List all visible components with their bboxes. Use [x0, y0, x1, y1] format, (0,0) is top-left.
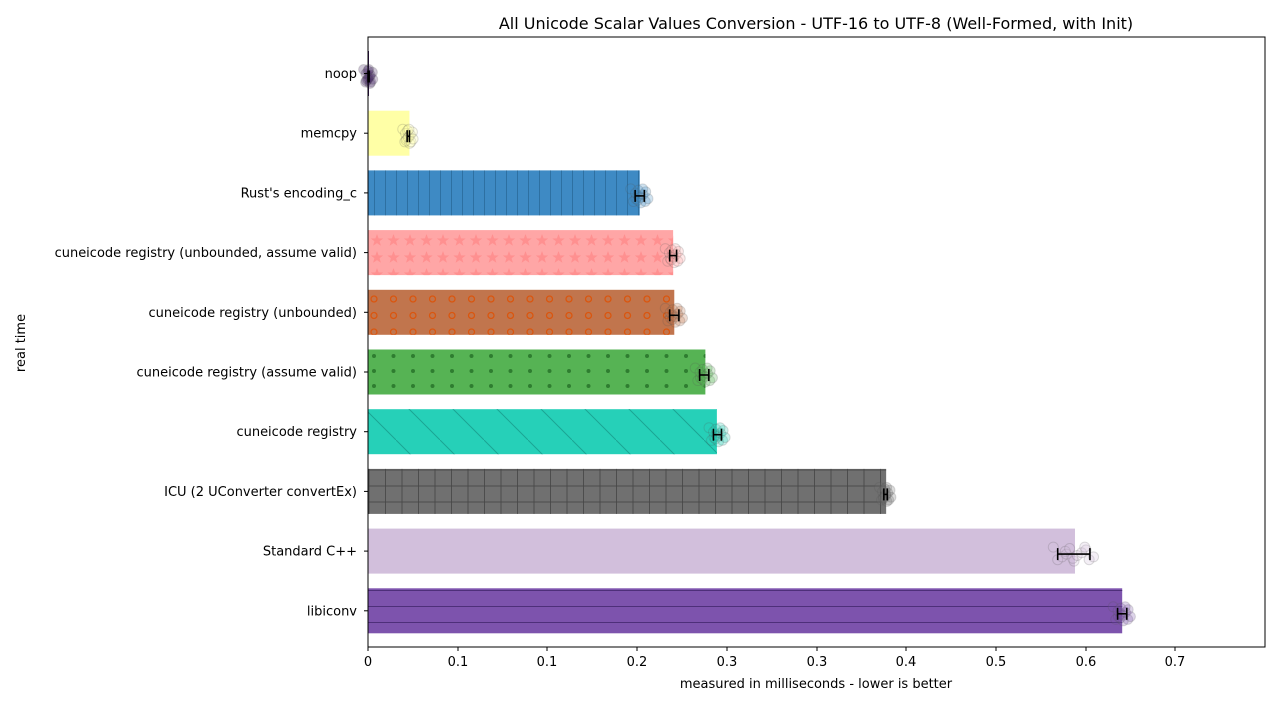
sample-point — [1122, 604, 1134, 616]
sample-point — [706, 372, 718, 384]
y-tick-label: libiconv — [307, 604, 357, 619]
x-tick-label: 0.1 — [537, 655, 558, 670]
sample-point — [672, 255, 684, 267]
sample-point — [659, 243, 671, 255]
sample-point — [704, 375, 716, 387]
y-tick-label: cuneicode registry — [236, 425, 357, 440]
y-axis-label: real time — [14, 314, 29, 372]
sample-point — [669, 243, 681, 255]
sample-point — [717, 425, 729, 436]
y-tick-label: cuneicode registry (unbounded, assume va… — [55, 246, 357, 261]
sample-point — [1068, 555, 1080, 567]
x-tick-label: 0.3 — [717, 655, 738, 670]
sample-point — [1080, 544, 1092, 556]
sample-point — [715, 427, 727, 439]
sample-point — [689, 362, 701, 374]
sample-point — [358, 64, 370, 75]
sample-point — [676, 312, 688, 324]
y-tick-label: Standard C++ — [263, 545, 357, 560]
sample-point — [714, 422, 726, 434]
sample-point — [701, 362, 713, 374]
sample-point — [1047, 541, 1059, 553]
y-ticks-layer: noop memcpy Rust's encoding_c cuneicode reg… — [55, 67, 368, 619]
x-tick-label: 0.5 — [986, 655, 1007, 670]
sample-point — [674, 315, 686, 327]
bar-hatch — [368, 230, 674, 276]
bar — [368, 528, 1075, 574]
y-tick-label: noop — [325, 67, 357, 82]
sample-point — [659, 302, 671, 314]
bar-hatch — [368, 468, 887, 514]
x-tick-label: 0.3 — [807, 655, 828, 670]
sample-point — [1079, 541, 1091, 553]
sample-point — [405, 136, 417, 148]
sample-point — [704, 365, 716, 377]
x-tick-label: 0.4 — [896, 655, 917, 670]
sample-point — [671, 302, 683, 314]
y-tick-label: cuneicode registry (unbounded) — [149, 306, 358, 321]
sample-point — [873, 481, 885, 493]
x-ticks-layer: 0 0.1 0.1 0.2 0.3 0.3 0.4 0.5 0.6 0.7 — [364, 647, 1185, 670]
sample-point — [639, 196, 651, 207]
sample-point — [640, 186, 652, 198]
x-tick-label: 0.7 — [1165, 655, 1186, 670]
sample-point — [717, 434, 729, 446]
sample-point — [1120, 606, 1132, 618]
sample-point — [669, 316, 681, 328]
sample-point — [1122, 613, 1134, 625]
error-bars-layer — [358, 64, 1136, 627]
sample-point — [703, 422, 715, 434]
sample-point — [407, 133, 419, 145]
bar-hatch — [368, 170, 640, 216]
sample-point — [1117, 615, 1129, 627]
sample-point — [1088, 551, 1100, 563]
sample-point — [637, 189, 649, 200]
x-tick-label: 0.2 — [627, 655, 648, 670]
sample-point — [402, 132, 414, 144]
sample-point — [1076, 547, 1088, 559]
sample-point — [702, 368, 714, 380]
bar-hatch — [368, 409, 717, 455]
y-tick-label: cuneicode registry (assume valid) — [136, 366, 357, 381]
bar-hatch — [368, 588, 1123, 634]
y-tick-label: memcpy — [301, 127, 358, 142]
sample-point — [674, 252, 686, 264]
sample-point — [1107, 601, 1119, 613]
sample-point — [625, 183, 637, 195]
sample-point — [637, 183, 649, 195]
bar-hatch — [368, 349, 706, 395]
sample-point — [885, 491, 897, 503]
sample-point — [400, 134, 412, 146]
bar-hatch — [368, 289, 675, 335]
sample-point — [674, 305, 686, 317]
chart-title: All Unicode Scalar Values Conversion - U… — [499, 14, 1133, 33]
sample-point — [672, 308, 684, 320]
x-tick-label: 0.6 — [1076, 655, 1097, 670]
bars-layer — [368, 51, 1123, 634]
sample-point — [397, 123, 409, 135]
y-tick-label: ICU (2 UConverter convertEx) — [164, 485, 357, 500]
sample-point — [1071, 550, 1083, 561]
sample-point — [1124, 611, 1136, 623]
sample-point — [719, 432, 731, 443]
y-tick-label: Rust's encoding_c — [241, 186, 357, 201]
x-tick-label: 0.1 — [448, 655, 469, 670]
x-axis-label: measured in milliseconds - lower is bett… — [680, 677, 953, 692]
sample-point — [642, 193, 654, 205]
x-tick-label: 0 — [364, 655, 372, 670]
sample-point — [635, 197, 647, 209]
sample-point — [1119, 601, 1131, 613]
sample-point — [699, 376, 711, 388]
bar — [368, 110, 410, 156]
